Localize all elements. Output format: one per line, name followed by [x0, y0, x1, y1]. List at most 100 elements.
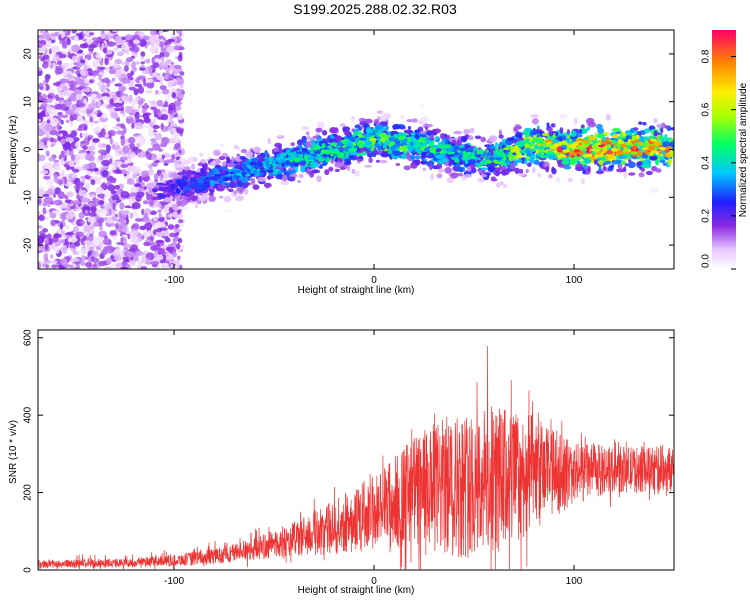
heatmap-noise-blob — [134, 83, 142, 87]
heatmap-noise-blob — [53, 159, 60, 163]
heatmap-noise-blob — [69, 119, 74, 128]
heatmap-signal-blob — [191, 163, 196, 170]
heatmap-noise-blob — [80, 123, 86, 128]
heatmap-noise-blob — [157, 109, 160, 114]
heatmap-noise-blob — [104, 266, 113, 269]
heatmap-signal-blob — [312, 142, 317, 147]
heatmap-noise-blob — [129, 260, 136, 266]
heatmap-ridge-blob — [417, 139, 424, 144]
heatmap-noise-blob — [132, 257, 140, 262]
heatmap-ridge-blob — [259, 170, 267, 173]
heatmap-noise-blob — [46, 115, 53, 121]
colorbar — [712, 30, 736, 269]
heatmap-ridge-blob — [654, 140, 660, 147]
heatmap-noise-blob — [108, 91, 116, 96]
heatmap-noise-blob — [165, 246, 173, 252]
heatmap-signal-blob — [419, 116, 428, 122]
heatmap-ridge-blob — [646, 148, 654, 152]
heatmap-noise-blob — [131, 122, 135, 129]
heatmap-signal-blob — [439, 133, 445, 140]
heatmap-signal-blob — [620, 155, 628, 160]
heatmap-signal-blob — [480, 174, 488, 178]
heatmap-noise-blob — [92, 60, 99, 68]
heatmap-signal-blob — [636, 134, 640, 139]
heatmap-signal-blob — [195, 199, 200, 204]
heatmap-ridge-blob — [152, 188, 158, 193]
heatmap-noise-blob — [113, 94, 117, 102]
heatmap-ridge-blob — [429, 147, 436, 152]
heatmap-noise-blob — [140, 266, 147, 269]
heatmap-noise-blob — [158, 35, 165, 40]
heatmap-signal-blob — [421, 103, 426, 107]
heatmap-noise-blob — [88, 224, 95, 230]
heatmap-noise-blob — [43, 61, 49, 65]
heatmap-noise-blob — [174, 136, 180, 143]
heatmap-noise-blob — [62, 130, 67, 137]
heatmap-noise-blob — [98, 230, 108, 238]
heatmap-noise-blob — [89, 194, 95, 199]
heatmap-signal-blob — [468, 135, 474, 141]
heatmap-noise-blob — [157, 255, 164, 261]
heatmap-signal-blob — [510, 162, 515, 170]
heatmap-signal-blob — [597, 127, 605, 135]
heatmap-ridge-blob — [597, 144, 606, 148]
heatmap-signal-blob — [605, 114, 611, 121]
heatmap-noise-blob — [149, 35, 157, 43]
heatmap-noise-blob — [139, 225, 146, 230]
heatmap-noise-blob — [172, 260, 181, 264]
heatmap-signal-blob — [362, 146, 368, 152]
heatmap-signal-blob — [420, 130, 427, 134]
heatmap-signal-blob — [184, 193, 192, 197]
heatmap-signal-blob — [211, 167, 220, 175]
heatmap-ridge-blob — [555, 142, 559, 148]
heatmap-ridge-blob — [178, 182, 183, 188]
heatmap-signal-blob — [316, 121, 325, 129]
heatmap-ridge-blob — [585, 147, 590, 153]
heatmap-noise-blob — [120, 123, 125, 129]
heatmap-noise-blob — [174, 143, 181, 150]
heatmap-noise-blob — [177, 93, 185, 99]
heatmap-signal-blob — [316, 175, 322, 183]
heatmap-ridge-blob — [166, 186, 172, 190]
heatmap-noise-blob — [177, 255, 181, 261]
heatmap-noise-blob — [128, 199, 133, 207]
heatmap-noise-blob — [90, 216, 96, 224]
heatmap-noise-blob — [163, 160, 173, 164]
heatmap-ridge-blob — [601, 148, 607, 154]
heatmap-signal-blob — [598, 159, 604, 166]
heatmap-signal-blob — [559, 127, 564, 134]
heatmap-signal-blob — [640, 167, 646, 172]
heatmap-noise-blob — [98, 74, 103, 81]
heatmap-signal-blob — [208, 195, 216, 202]
heatmap-noise-blob — [115, 188, 121, 195]
heatmap-ridge-blob — [278, 165, 282, 168]
heatmap-noise-blob — [158, 30, 164, 36]
heatmap-noise-blob — [74, 62, 83, 68]
heatmap-noise-blob — [50, 143, 55, 148]
heatmap-ridge-blob — [288, 154, 292, 158]
heatmap-noise-blob — [38, 140, 43, 148]
heatmap-ridge-blob — [536, 146, 545, 150]
heatmap-noise-blob — [153, 250, 159, 258]
spectrogram-heatmap — [38, 30, 674, 269]
heatmap-noise-blob — [73, 137, 80, 142]
heatmap-signal-blob — [219, 184, 223, 189]
heatmap-noise-blob — [83, 164, 90, 170]
heatmap-signal-blob — [370, 146, 375, 152]
heatmap-signal-blob — [410, 162, 418, 169]
heatmap-signal-blob — [312, 135, 319, 139]
heatmap-signal-blob — [446, 177, 454, 184]
heatmap-noise-blob — [80, 220, 86, 224]
heatmap-noise-blob — [146, 78, 154, 83]
heatmap-noise-blob — [94, 111, 98, 115]
heatmap-noise-blob — [137, 264, 142, 269]
heatmap-signal-blob — [346, 164, 351, 171]
heatmap-noise-blob — [87, 103, 96, 111]
heatmap-noise-blob — [119, 232, 124, 237]
heatmap-ridge-blob — [264, 158, 270, 164]
heatmap-signal-blob — [545, 166, 550, 173]
heatmap-signal-blob — [218, 156, 226, 161]
heatmap-ridge-blob — [330, 142, 338, 147]
heatmap-noise-blob — [129, 142, 135, 150]
